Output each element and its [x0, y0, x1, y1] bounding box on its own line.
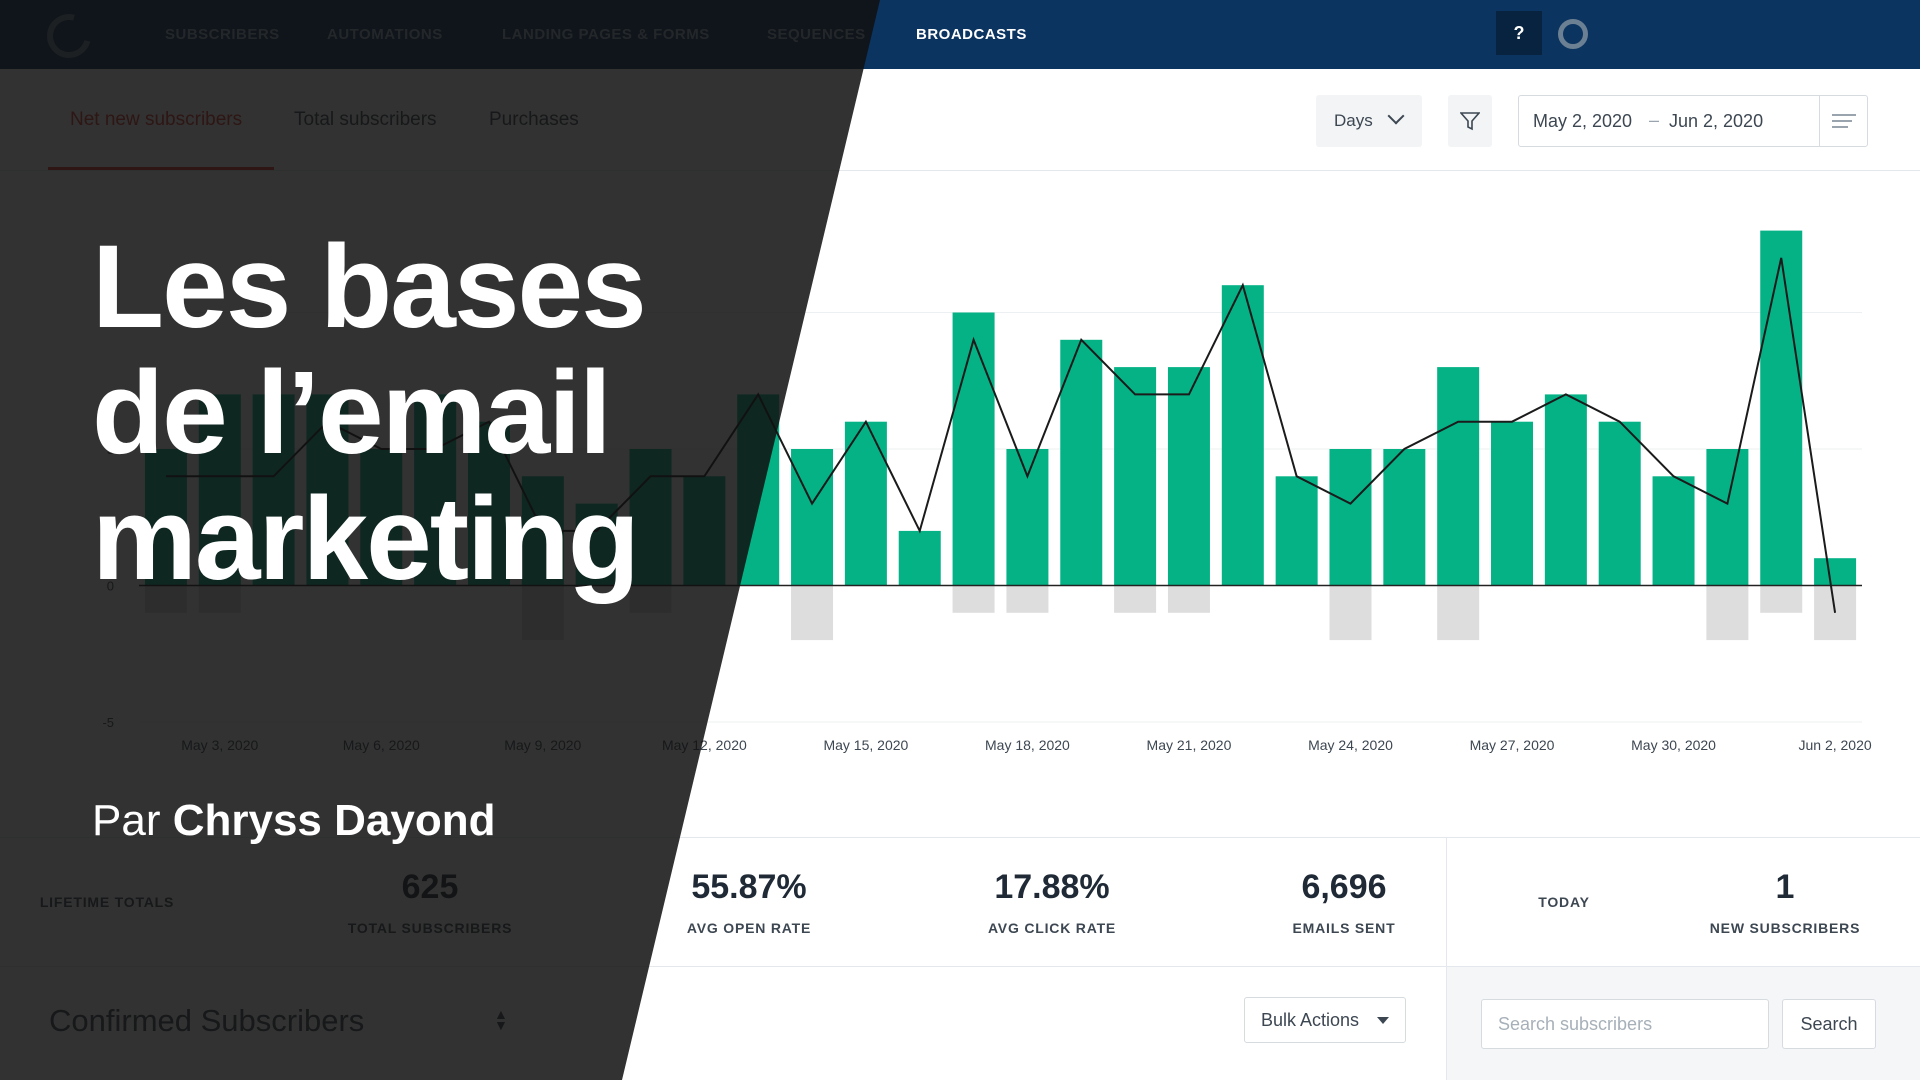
x-tick-label: May 6, 2020: [343, 737, 420, 753]
interval-select[interactable]: Days: [1316, 95, 1422, 147]
total-subscribers-value: 625: [401, 868, 459, 906]
menu-lines-icon[interactable]: [1819, 96, 1867, 146]
bar: [1329, 449, 1372, 586]
avg-open-rate-value: 55.87%: [691, 868, 807, 906]
avg-click-rate-label: AVG CLICK RATE: [987, 920, 1117, 936]
bulk-actions-button[interactable]: Bulk Actions: [1244, 997, 1406, 1043]
caret-down-icon: [1377, 1017, 1389, 1024]
subscriber-filter-select[interactable]: Confirmed Subscribers: [49, 1003, 365, 1038]
user-avatar-icon[interactable]: [1558, 19, 1588, 49]
nav-sequences[interactable]: SEQUENCES: [767, 26, 866, 43]
select-arrows-icon: ▲ ▼: [494, 1006, 508, 1033]
negative-bar: [1006, 585, 1049, 613]
total-subscribers-label: TOTAL SUBSCRIBERS: [347, 920, 513, 936]
stats-strip: LIFETIME TOTALS 625 TOTAL SUBSCRIBERS 55…: [0, 837, 1920, 968]
emails-sent-label: EMAILS SENT: [1292, 920, 1396, 936]
help-button[interactable]: ?: [1496, 11, 1542, 55]
nav-automations[interactable]: AUTOMATIONS: [327, 26, 443, 43]
negative-bar: [791, 585, 834, 641]
bar: [1652, 476, 1695, 586]
filter-button[interactable]: [1448, 95, 1492, 147]
x-tick-label: May 27, 2020: [1470, 737, 1555, 753]
chart-toolbar: Net new subscribers Total subscribers Pu…: [0, 69, 1920, 171]
negative-bar: [1437, 585, 1480, 641]
x-tick-label: May 24, 2020: [1308, 737, 1393, 753]
subscribers-list-header: Confirmed Subscribers ▲ ▼ Bulk Actions Se…: [0, 967, 1920, 1080]
search-button[interactable]: Search: [1782, 999, 1876, 1049]
search-subscribers-input[interactable]: [1481, 999, 1769, 1049]
bar: [683, 476, 726, 586]
bar: [1437, 367, 1480, 586]
x-tick-label: May 21, 2020: [1147, 737, 1232, 753]
x-tick-label: May 12, 2020: [662, 737, 747, 753]
convertkit-logo-icon[interactable]: [38, 5, 100, 67]
top-nav: SUBSCRIBERS AUTOMATIONS LANDING PAGES & …: [0, 0, 1920, 69]
bar: [844, 421, 887, 586]
course-title-line-2: de l’email: [92, 347, 612, 479]
tab-total-subscribers[interactable]: Total subscribers: [294, 109, 437, 130]
bar: [898, 530, 941, 586]
author-name: Chryss Dayond: [172, 796, 496, 845]
x-tick-label: Jun 2, 2020: [1798, 737, 1871, 753]
bar: [1167, 367, 1210, 586]
nav-subscribers[interactable]: SUBSCRIBERS: [165, 26, 280, 43]
nav-broadcasts[interactable]: BROADCASTS: [916, 26, 1027, 43]
bar: [1814, 558, 1857, 586]
bar: [1221, 285, 1264, 586]
date-end: Jun 2, 2020: [1669, 111, 1764, 131]
x-tick-label: May 9, 2020: [504, 737, 581, 753]
bar: [1060, 339, 1103, 586]
negative-bar: [1167, 585, 1210, 613]
course-title-line-1: Les bases: [92, 221, 647, 353]
x-tick-label: May 15, 2020: [823, 737, 908, 753]
tab-net-new-subscribers[interactable]: Net new subscribers: [70, 109, 243, 130]
x-tick-label: May 30, 2020: [1631, 737, 1716, 753]
date-range-picker[interactable]: May 2, 2020 – Jun 2, 2020: [1518, 95, 1868, 147]
bar: [1383, 449, 1426, 586]
y-tick-label: -5: [102, 715, 114, 730]
bar: [1544, 394, 1587, 586]
bulk-actions-label: Bulk Actions: [1261, 1010, 1360, 1030]
emails-sent-value: 6,696: [1301, 868, 1387, 906]
byline-prefix: Par: [92, 796, 161, 845]
interval-select-value: Days: [1334, 111, 1373, 130]
negative-bar: [952, 585, 995, 613]
chevron-down-icon: [1387, 107, 1405, 125]
nav-landing-pages-forms[interactable]: LANDING PAGES & FORMS: [502, 26, 710, 43]
bar: [1706, 449, 1749, 586]
course-title: Les bases de l’email marketing: [92, 221, 647, 605]
today-new-subscribers-label: NEW SUBSCRIBERS: [1709, 920, 1861, 936]
negative-bar: [1114, 585, 1157, 613]
bar: [1114, 367, 1157, 586]
active-tab-indicator: [48, 167, 274, 170]
negative-bar: [1760, 585, 1803, 613]
search-panel: Search: [1446, 967, 1920, 1080]
bar: [1760, 230, 1803, 586]
x-tick-label: May 18, 2020: [985, 737, 1070, 753]
today-new-subscribers-value: 1: [1775, 868, 1795, 906]
bar: [791, 449, 834, 586]
bar: [1491, 421, 1534, 586]
tab-purchases[interactable]: Purchases: [489, 109, 579, 130]
course-title-line-3: marketing: [92, 473, 640, 605]
avg-open-rate-label: AVG OPEN RATE: [686, 920, 812, 936]
date-separator: –: [1649, 110, 1660, 130]
bar: [1006, 449, 1049, 586]
date-start: May 2, 2020: [1533, 111, 1633, 131]
bar: [1598, 421, 1641, 586]
lifetime-totals-label: LIFETIME TOTALS: [39, 894, 175, 910]
filter-icon: [1460, 112, 1480, 131]
today-label: TODAY: [1538, 894, 1590, 910]
today-panel: TODAY 1 NEW SUBSCRIBERS: [1446, 838, 1920, 968]
avg-click-rate-value: 17.88%: [994, 868, 1110, 906]
negative-bar: [1706, 585, 1749, 641]
x-tick-label: May 3, 2020: [181, 737, 258, 753]
bar: [1275, 476, 1318, 586]
bar: [952, 312, 995, 586]
author-byline: Par Chryss Dayond: [92, 796, 495, 846]
negative-bar: [1329, 585, 1372, 641]
